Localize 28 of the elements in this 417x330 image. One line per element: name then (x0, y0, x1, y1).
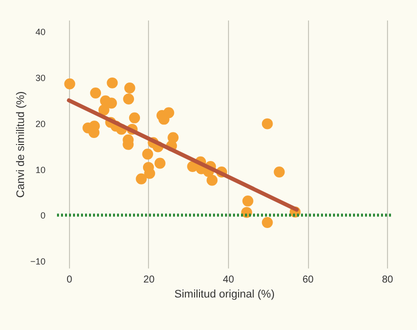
point (123, 94, 134, 104)
point (242, 195, 254, 206)
point (90, 88, 102, 98)
point (262, 217, 273, 228)
point (106, 77, 118, 88)
y-tick-label: 0 (40, 210, 46, 221)
point (129, 112, 140, 124)
y-tick-label: 30 (35, 72, 46, 83)
point (142, 148, 154, 160)
x-axis-title: Similitud original (%) (174, 288, 275, 300)
point (136, 173, 147, 184)
point (274, 166, 285, 178)
point (262, 118, 273, 130)
y-tick-label: −10 (30, 256, 46, 267)
point (154, 158, 166, 169)
x-tick-label: 0 (66, 274, 73, 286)
point (124, 82, 136, 94)
point (98, 104, 110, 116)
x-tick-label: 60 (302, 274, 314, 286)
x-tick-label: 20 (143, 274, 155, 286)
y-tick-label: 10 (35, 164, 46, 175)
x-tick-label: 40 (222, 274, 234, 286)
point (206, 174, 218, 186)
y-tick-label: 40 (35, 26, 46, 37)
y-axis-title: Canvi de similitud (%) (15, 91, 28, 198)
y-tick-label: 20 (35, 118, 46, 129)
point (64, 78, 76, 90)
x-tick-label: 80 (382, 274, 394, 286)
